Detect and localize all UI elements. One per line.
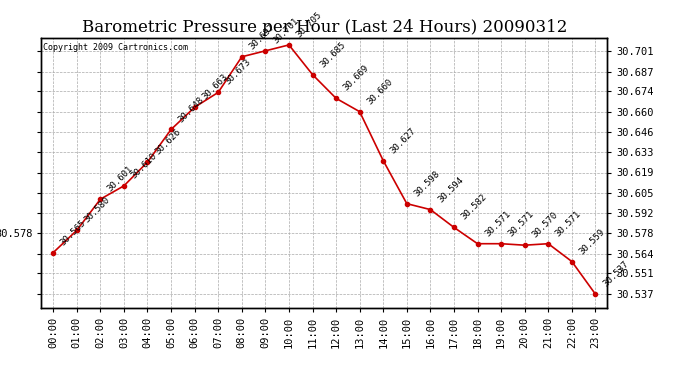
Text: 30.559: 30.559 <box>578 227 607 256</box>
Title: Barometric Pressure per Hour (Last 24 Hours) 20090312: Barometric Pressure per Hour (Last 24 Ho… <box>81 19 567 36</box>
Text: 30.627: 30.627 <box>388 126 418 155</box>
Text: 30.626: 30.626 <box>153 128 182 156</box>
Text: 30.697: 30.697 <box>247 22 277 51</box>
Text: 30.571: 30.571 <box>554 209 583 238</box>
Text: 30.685: 30.685 <box>318 40 347 69</box>
Text: 30.598: 30.598 <box>413 169 442 198</box>
Text: 30.537: 30.537 <box>601 260 630 289</box>
Text: 30.701: 30.701 <box>271 16 300 45</box>
Text: 30.660: 30.660 <box>365 77 395 106</box>
Text: 30.571: 30.571 <box>506 209 536 238</box>
Text: 30.571: 30.571 <box>483 209 512 238</box>
Text: 30.673: 30.673 <box>224 58 253 87</box>
Text: 30.648: 30.648 <box>177 95 206 124</box>
Text: Copyright 2009 Cartronics.com: Copyright 2009 Cartronics.com <box>43 43 188 52</box>
Text: 30.663: 30.663 <box>200 72 229 102</box>
Text: 30.705: 30.705 <box>295 10 324 39</box>
Text: 30.594: 30.594 <box>436 175 465 204</box>
Text: 30.565: 30.565 <box>59 218 88 247</box>
Text: 30.580: 30.580 <box>82 196 112 225</box>
Text: 30.669: 30.669 <box>342 64 371 93</box>
Text: 30.582: 30.582 <box>460 193 489 222</box>
Text: 30.601: 30.601 <box>106 165 135 194</box>
Text: 30.570: 30.570 <box>530 210 560 240</box>
Text: 30.610: 30.610 <box>130 151 159 180</box>
